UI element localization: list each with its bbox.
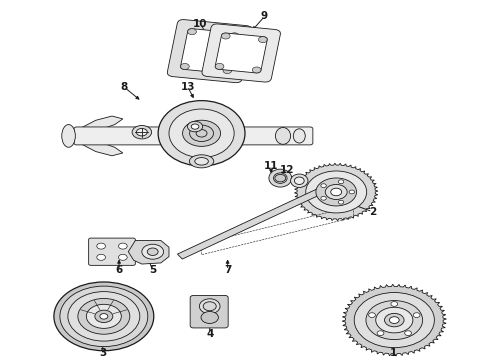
Circle shape: [366, 301, 423, 339]
Circle shape: [230, 33, 239, 39]
Circle shape: [95, 310, 113, 323]
Ellipse shape: [273, 173, 287, 183]
Ellipse shape: [169, 109, 234, 158]
Circle shape: [321, 197, 326, 200]
Circle shape: [142, 244, 164, 259]
Circle shape: [191, 124, 199, 129]
Circle shape: [97, 243, 105, 249]
Text: 12: 12: [280, 165, 294, 175]
Ellipse shape: [195, 158, 208, 165]
Circle shape: [306, 171, 367, 213]
Circle shape: [190, 125, 214, 141]
Circle shape: [147, 248, 158, 256]
Circle shape: [54, 282, 154, 351]
Circle shape: [385, 313, 404, 327]
Circle shape: [60, 286, 148, 347]
Circle shape: [275, 174, 286, 182]
Circle shape: [188, 29, 196, 35]
Circle shape: [136, 129, 147, 136]
Text: 3: 3: [99, 348, 106, 357]
Circle shape: [377, 331, 384, 336]
Ellipse shape: [158, 100, 245, 166]
Circle shape: [119, 254, 127, 260]
Text: 9: 9: [261, 12, 268, 21]
Circle shape: [349, 190, 355, 194]
Ellipse shape: [199, 299, 220, 314]
Ellipse shape: [294, 177, 304, 184]
Polygon shape: [294, 163, 378, 221]
Circle shape: [78, 298, 130, 334]
Polygon shape: [177, 189, 321, 259]
Text: 1: 1: [390, 348, 397, 357]
Text: 2: 2: [369, 207, 376, 217]
Circle shape: [68, 292, 140, 341]
Circle shape: [119, 243, 127, 249]
Circle shape: [321, 184, 326, 188]
Circle shape: [86, 304, 122, 328]
Circle shape: [132, 126, 151, 139]
FancyBboxPatch shape: [89, 238, 135, 265]
Circle shape: [368, 313, 375, 318]
Circle shape: [100, 314, 108, 319]
Text: 6: 6: [116, 265, 122, 275]
FancyBboxPatch shape: [215, 33, 267, 73]
Text: 10: 10: [193, 19, 208, 29]
Ellipse shape: [189, 155, 214, 168]
FancyBboxPatch shape: [74, 127, 313, 145]
FancyBboxPatch shape: [190, 296, 228, 328]
Circle shape: [259, 37, 267, 42]
Circle shape: [390, 317, 399, 323]
Circle shape: [405, 331, 412, 336]
FancyBboxPatch shape: [202, 24, 280, 82]
Polygon shape: [79, 116, 123, 130]
Circle shape: [413, 313, 420, 318]
Circle shape: [183, 120, 220, 147]
Circle shape: [201, 311, 219, 323]
Circle shape: [97, 254, 105, 260]
Polygon shape: [342, 284, 446, 356]
Polygon shape: [128, 240, 169, 264]
Circle shape: [223, 68, 232, 73]
Circle shape: [338, 200, 344, 204]
Circle shape: [252, 67, 261, 73]
Ellipse shape: [62, 125, 75, 147]
Circle shape: [221, 33, 230, 39]
Ellipse shape: [294, 129, 305, 143]
Circle shape: [188, 121, 203, 132]
Ellipse shape: [291, 174, 308, 188]
Text: 4: 4: [206, 329, 214, 339]
Text: 11: 11: [264, 161, 278, 171]
Ellipse shape: [269, 169, 292, 187]
Text: 5: 5: [149, 265, 156, 275]
Circle shape: [391, 302, 398, 306]
Circle shape: [331, 188, 342, 196]
Ellipse shape: [275, 127, 291, 144]
Circle shape: [316, 178, 357, 206]
FancyBboxPatch shape: [180, 29, 239, 73]
Circle shape: [181, 63, 189, 69]
Circle shape: [376, 307, 413, 333]
FancyBboxPatch shape: [167, 19, 252, 83]
Circle shape: [325, 184, 347, 199]
Circle shape: [203, 302, 216, 311]
Text: 8: 8: [121, 82, 128, 93]
Polygon shape: [79, 141, 123, 156]
Circle shape: [196, 130, 207, 137]
Circle shape: [354, 293, 434, 348]
Text: 7: 7: [224, 265, 231, 275]
Text: 13: 13: [181, 82, 195, 93]
Circle shape: [215, 63, 224, 69]
Circle shape: [338, 180, 344, 184]
